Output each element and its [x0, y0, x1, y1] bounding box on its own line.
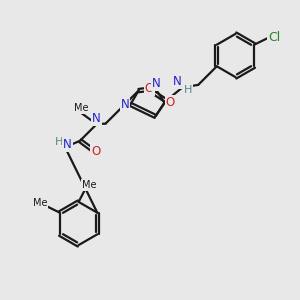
Text: O: O — [92, 145, 100, 158]
Text: O: O — [166, 95, 175, 109]
Text: Cl: Cl — [268, 31, 280, 44]
Text: N: N — [173, 75, 182, 88]
Text: Me: Me — [32, 197, 47, 208]
Text: O: O — [145, 82, 154, 95]
Text: N: N — [121, 98, 130, 112]
Text: Me: Me — [74, 103, 88, 113]
Text: N: N — [63, 138, 72, 152]
Text: H: H — [184, 85, 192, 95]
Text: N: N — [152, 76, 160, 90]
Text: H: H — [55, 137, 63, 147]
Text: N: N — [92, 112, 101, 125]
Text: Me: Me — [82, 180, 96, 190]
